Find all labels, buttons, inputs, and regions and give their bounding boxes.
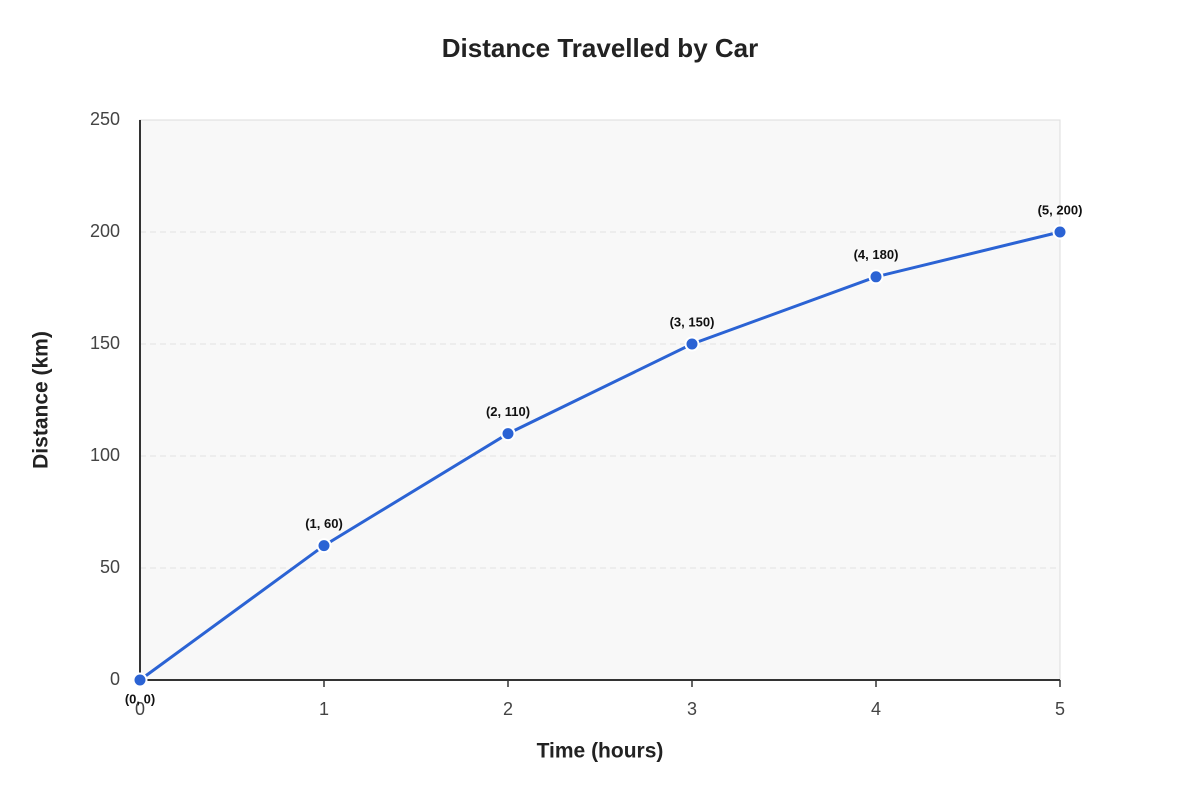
- point: [132, 672, 148, 688]
- x-tick-label: 1: [319, 699, 329, 719]
- y-tick-label: 50: [100, 557, 120, 577]
- chart-title: Distance Travelled by Car: [442, 33, 758, 63]
- y-tick-label: 150: [90, 333, 120, 353]
- x-axis-label: Time (hours): [537, 740, 664, 763]
- y-tick-label: 100: [90, 445, 120, 465]
- data-label: (3, 150): [670, 314, 715, 329]
- point: [316, 538, 332, 554]
- x-tick-label: 2: [503, 699, 513, 719]
- x-tick-label: 4: [871, 699, 881, 719]
- point: [500, 426, 516, 442]
- point: [684, 336, 700, 352]
- data-label: (5, 200): [1038, 202, 1083, 217]
- y-tick-label: 250: [90, 109, 120, 129]
- x-tick-label: 3: [687, 699, 697, 719]
- data-label: (4, 180): [854, 247, 899, 262]
- data-label: (0, 0): [125, 691, 155, 706]
- data-label: (2, 110): [486, 404, 530, 419]
- point: [868, 269, 884, 285]
- data-label: (1, 60): [305, 516, 343, 531]
- y-tick-label: 0: [110, 669, 120, 689]
- point: [1052, 224, 1068, 240]
- x-tick-label: 0: [135, 699, 145, 719]
- y-tick-label: 200: [90, 221, 120, 241]
- y-axis-label: Distance (km): [30, 331, 53, 469]
- plot-area: [139, 119, 1061, 681]
- line: [139, 230, 1061, 682]
- x-tick-label: 5: [1055, 699, 1065, 719]
